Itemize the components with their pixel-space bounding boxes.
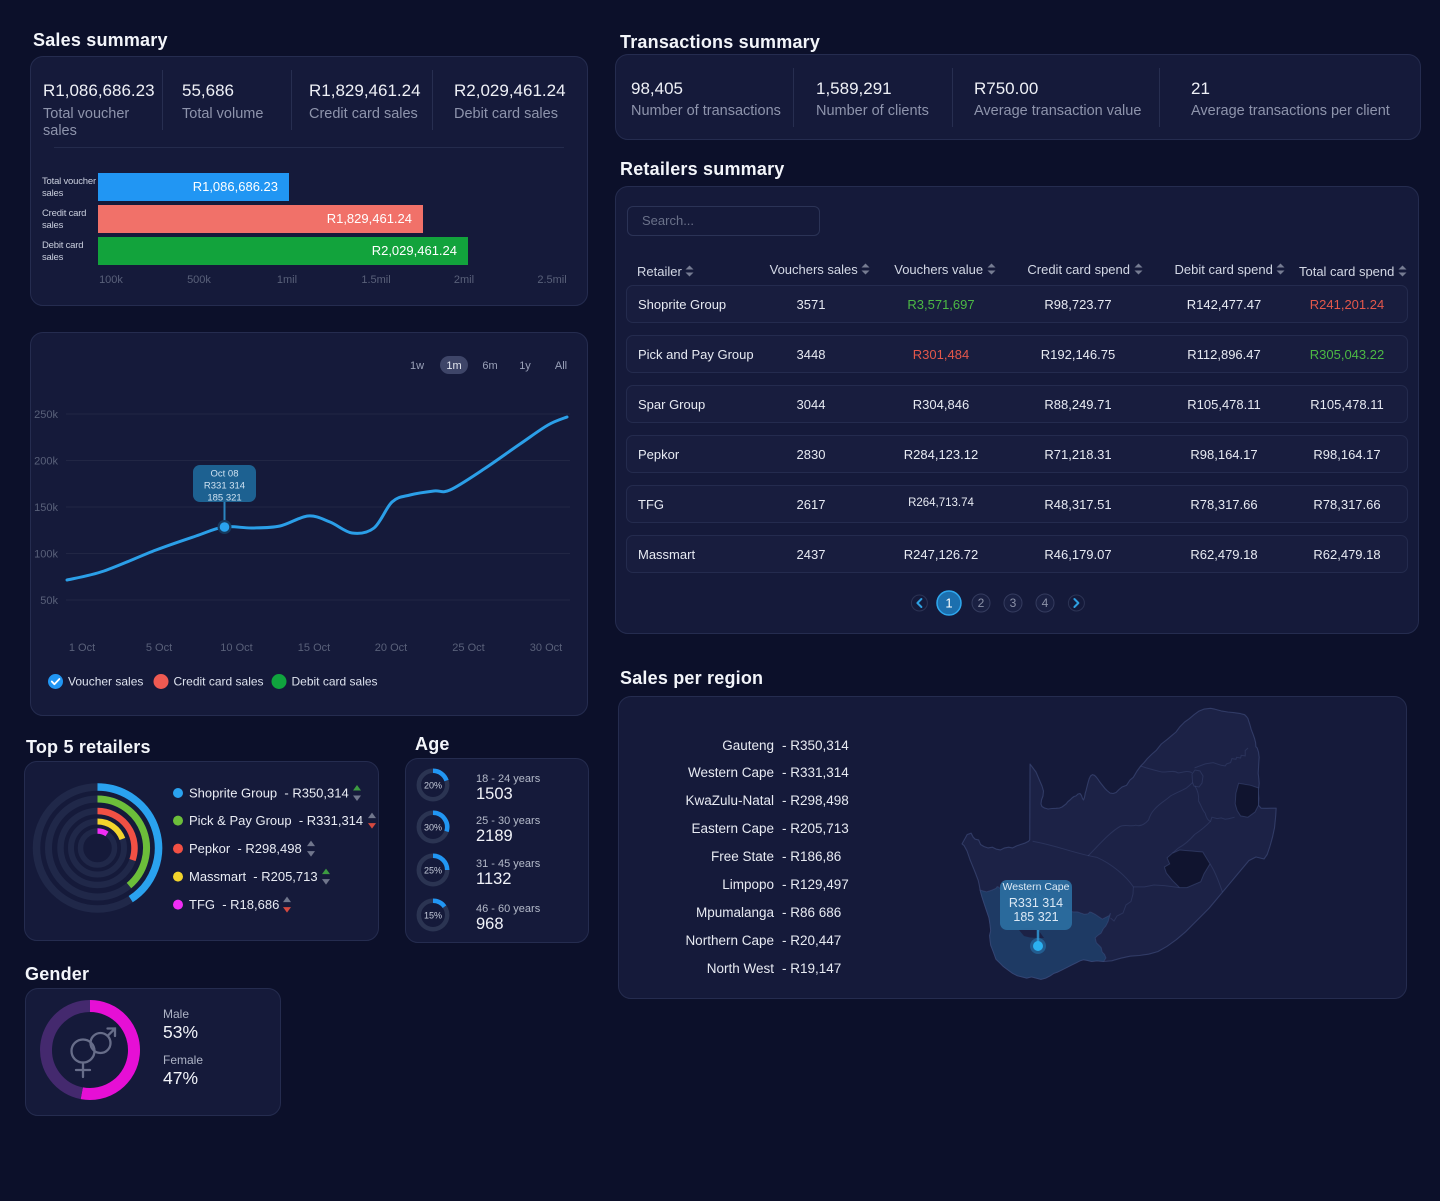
svg-text:25 Oct: 25 Oct bbox=[452, 642, 484, 654]
svg-text:15 Oct: 15 Oct bbox=[298, 642, 330, 654]
svg-text:250k: 250k bbox=[34, 409, 58, 421]
svg-text:Pick & Pay Group - R331,314: Pick & Pay Group - R331,314 bbox=[189, 813, 363, 828]
svg-text:200k: 200k bbox=[34, 456, 58, 468]
svg-text:Female: Female bbox=[163, 1053, 203, 1067]
svg-text:R331 314: R331 314 bbox=[1009, 896, 1063, 910]
svg-text:10 Oct: 10 Oct bbox=[220, 642, 252, 654]
svg-text:4: 4 bbox=[1042, 596, 1049, 610]
svg-text:150k: 150k bbox=[34, 502, 58, 514]
svg-text:3: 3 bbox=[1010, 596, 1017, 610]
svg-text:100k: 100k bbox=[34, 549, 58, 561]
svg-text:Oct 08: Oct 08 bbox=[211, 469, 239, 480]
svg-text:1503: 1503 bbox=[476, 785, 513, 803]
svg-text:1: 1 bbox=[945, 596, 952, 611]
svg-text:31 - 45 years: 31 - 45 years bbox=[476, 858, 541, 870]
svg-text:185 321: 185 321 bbox=[1013, 910, 1058, 924]
svg-text:50k: 50k bbox=[40, 595, 58, 607]
svg-text:Western Cape: Western Cape bbox=[1003, 881, 1070, 893]
svg-text:Credit card sales: Credit card sales bbox=[174, 675, 264, 689]
svg-text:2189: 2189 bbox=[476, 827, 513, 845]
svg-text:968: 968 bbox=[476, 915, 504, 933]
svg-text:Male: Male bbox=[163, 1007, 189, 1021]
svg-text:30 Oct: 30 Oct bbox=[530, 642, 562, 654]
svg-text:6m: 6m bbox=[482, 360, 497, 372]
svg-text:15%: 15% bbox=[424, 911, 442, 921]
svg-text:1w: 1w bbox=[410, 360, 424, 372]
svg-text:TFG - R18,686: TFG - R18,686 bbox=[189, 897, 279, 912]
svg-text:Massmart - R205,713: Massmart - R205,713 bbox=[189, 869, 318, 884]
svg-text:2: 2 bbox=[978, 596, 985, 610]
svg-text:25 - 30 years: 25 - 30 years bbox=[476, 815, 541, 827]
svg-text:5 Oct: 5 Oct bbox=[146, 642, 172, 654]
svg-text:185 321: 185 321 bbox=[207, 493, 241, 504]
svg-text:1 Oct: 1 Oct bbox=[69, 642, 95, 654]
svg-text:Shoprite Group - R350,314: Shoprite Group - R350,314 bbox=[189, 786, 349, 801]
svg-text:20%: 20% bbox=[424, 781, 442, 791]
svg-text:20 Oct: 20 Oct bbox=[375, 642, 407, 654]
svg-text:25%: 25% bbox=[424, 866, 442, 876]
svg-text:1y: 1y bbox=[519, 360, 531, 372]
svg-text:All: All bbox=[555, 360, 567, 372]
svg-text:47%: 47% bbox=[163, 1068, 198, 1088]
svg-text:Voucher sales: Voucher sales bbox=[68, 675, 143, 689]
svg-text:53%: 53% bbox=[163, 1022, 198, 1042]
svg-text:1m: 1m bbox=[446, 360, 461, 372]
svg-text:30%: 30% bbox=[424, 823, 442, 833]
svg-text:1132: 1132 bbox=[476, 870, 511, 888]
svg-text:Debit card sales: Debit card sales bbox=[292, 675, 378, 689]
svg-text:R331 314: R331 314 bbox=[204, 481, 245, 492]
svg-text:18 - 24 years: 18 - 24 years bbox=[476, 773, 541, 785]
svg-text:46 - 60 years: 46 - 60 years bbox=[476, 903, 541, 915]
svg-text:Pepkor - R298,498: Pepkor - R298,498 bbox=[189, 841, 302, 856]
